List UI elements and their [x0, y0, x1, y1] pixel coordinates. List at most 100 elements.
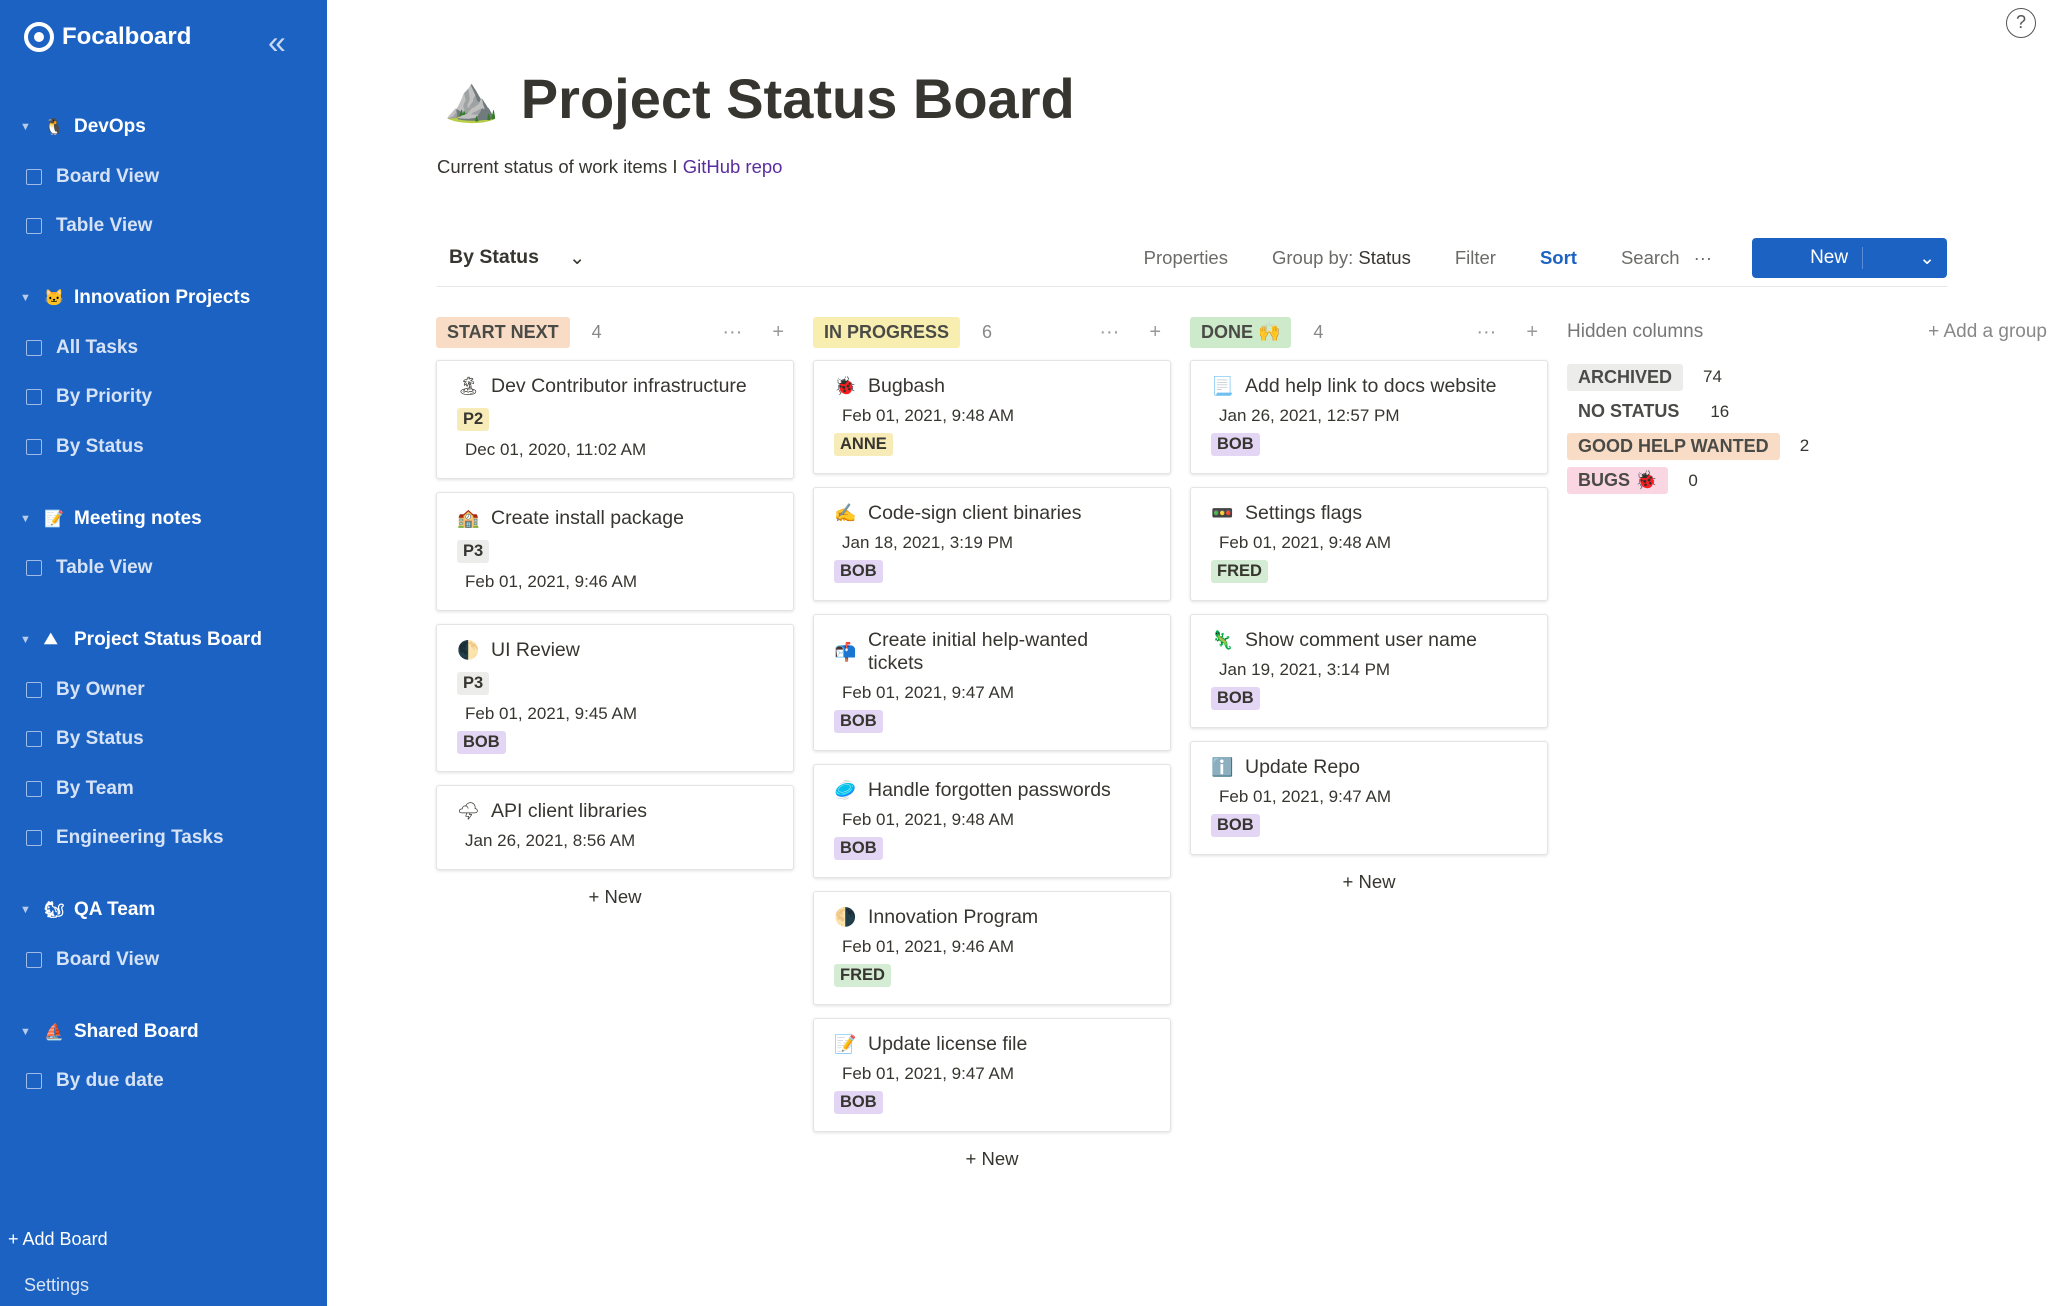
column-label[interactable]: DONE 🙌: [1190, 316, 1292, 348]
card[interactable]: 📃 Add help link to docs website Jan 26, 20…: [1190, 360, 1548, 474]
card-emoji-icon: 📝: [834, 1034, 857, 1054]
card-title: Innovation Program: [868, 906, 1039, 928]
card[interactable]: 📝 Update license file Feb 01, 2021, 9:47 A…: [813, 1018, 1171, 1132]
more-options-icon[interactable]: ···: [1693, 247, 1713, 268]
sidebar-group[interactable]: ▼ 🐿 QA Team: [0, 885, 327, 935]
view-selector[interactable]: By Status ⌄: [449, 246, 585, 270]
add-new-card-button[interactable]: + New: [965, 1148, 1019, 1169]
sidebar-group[interactable]: ▼ 🐧 DevOps: [0, 102, 327, 152]
add-card-icon[interactable]: +: [1526, 320, 1538, 343]
card[interactable]: 🥏 Handle forgotten passwords Feb 01, 2021,…: [813, 764, 1171, 878]
hidden-group-label: NO STATUS: [1567, 398, 1691, 426]
card[interactable]: 🦎 Show comment user name Jan 19, 2021, 3:1…: [1190, 614, 1548, 728]
settings-button[interactable]: Settings: [24, 1275, 90, 1295]
expand-triangle-icon[interactable]: ▼: [20, 512, 31, 525]
more-options-icon[interactable]: ···: [722, 320, 743, 343]
card-emoji-icon: 📃: [1211, 376, 1234, 396]
card[interactable]: 🐞 Bugbash Feb 01, 2021, 9:48 AM ANNE: [813, 360, 1171, 474]
column-actions: ··· +: [1476, 321, 1548, 344]
sidebar-group[interactable]: ▼ 🐱 Innovation Projects: [0, 273, 327, 323]
sort-button[interactable]: Sort: [1539, 247, 1577, 268]
search-button[interactable]: Search: [1620, 247, 1680, 268]
hidden-group-count: 2: [1799, 436, 1810, 456]
sidebar-item[interactable]: Table View: [0, 544, 327, 594]
new-label[interactable]: New: [1796, 247, 1864, 269]
owner-row: BOB: [834, 1089, 1148, 1118]
sidebar-group[interactable]: ▼ ⛵ Shared Board: [0, 1007, 327, 1057]
sidebar-item[interactable]: By Owner: [0, 665, 327, 715]
sidebar-group[interactable]: ▼ ⛰ Project Status Board: [0, 615, 327, 665]
card[interactable]: 🏫 Create install package P3 Feb 01, 2021, 9…: [436, 492, 794, 611]
board-emoji-icon: ⛰: [44, 631, 58, 648]
filter-button[interactable]: Filter: [1454, 247, 1496, 268]
expand-triangle-icon[interactable]: ▼: [20, 1025, 31, 1038]
owner-row: FRED: [834, 962, 1148, 991]
add-new-card-button[interactable]: + New: [588, 886, 642, 907]
sidebar-item[interactable]: By Priority: [0, 373, 327, 423]
sidebar-group-label: QA Team: [74, 899, 156, 920]
owner-row: BOB: [834, 558, 1148, 587]
table-view-icon: [26, 218, 42, 235]
card[interactable]: 🌗 Innovation Program Feb 01, 2021, 9:46 AM…: [813, 891, 1171, 1005]
add-group-button[interactable]: + Add a group: [1928, 321, 2047, 342]
card[interactable]: ✍ Code-sign client binaries Jan 18, 2021, …: [813, 487, 1171, 601]
collapse-sidebar-icon[interactable]: «: [268, 24, 286, 60]
sidebar-item[interactable]: Table View: [0, 202, 327, 252]
card[interactable]: 🌩 API client libraries Jan 26, 2021, 8:56 …: [436, 785, 794, 870]
add-card-icon[interactable]: +: [1149, 320, 1161, 343]
sidebar-item[interactable]: Board View: [0, 935, 327, 985]
sidebar-item[interactable]: By Status: [0, 422, 327, 472]
expand-triangle-icon[interactable]: ▼: [20, 634, 31, 646]
column-header: DONE 🙌 4 ··· +: [1190, 314, 1548, 350]
card-title: API client libraries: [491, 800, 648, 822]
add-new-card-button[interactable]: + New: [1342, 871, 1396, 892]
table-view-icon: [26, 830, 42, 847]
group-by-button[interactable]: Group by: Status: [1272, 247, 1411, 269]
card[interactable]: ℹ️ Update Repo Feb 01, 2021, 9:47 AM BOB: [1190, 741, 1548, 855]
sidebar-item[interactable]: By Status: [0, 715, 327, 765]
sidebar-item[interactable]: By Team: [0, 764, 327, 814]
card-title: Update license file: [868, 1033, 1028, 1055]
page-title[interactable]: Project Status Board: [520, 67, 1075, 130]
new-card-button[interactable]: New ⌄: [1752, 238, 1947, 278]
sidebar-item-label: By due date: [56, 1070, 164, 1092]
help-icon[interactable]: ?: [2006, 8, 2036, 38]
hidden-group[interactable]: ARCHIVED 74: [1567, 360, 2047, 395]
sidebar-item[interactable]: By due date: [0, 1057, 327, 1107]
more-options-icon[interactable]: ···: [1099, 320, 1120, 343]
sidebar-group-label: DevOps: [74, 116, 146, 137]
column-label[interactable]: IN PROGRESS: [813, 316, 961, 348]
add-card-icon[interactable]: +: [772, 320, 784, 343]
hidden-columns: Hidden columns + Add a group ARCHIVED 74 NO …: [1567, 314, 2047, 1170]
expand-triangle-icon[interactable]: ▼: [20, 904, 31, 916]
github-repo-link[interactable]: GitHub repo: [682, 156, 783, 177]
properties-button[interactable]: Properties: [1143, 247, 1228, 268]
mountain-icon[interactable]: ⛰️: [444, 74, 499, 124]
sidebar-item[interactable]: Board View: [0, 152, 327, 202]
card[interactable]: 📬 Create initial help-wanted tickets Feb 0…: [813, 614, 1171, 751]
sidebar-group[interactable]: ▼ 📝 Meeting notes: [0, 494, 327, 544]
expand-triangle-icon[interactable]: ▼: [20, 121, 31, 133]
hidden-group[interactable]: NO STATUS 16: [1567, 395, 2047, 430]
owner-badge: BOB: [1211, 433, 1260, 456]
hidden-group[interactable]: BUGS 🐞 0: [1567, 464, 2047, 499]
card[interactable]: 🚥 Settings flags Feb 01, 2021, 9:48 AM FRED: [1190, 487, 1548, 601]
card[interactable]: 🌓 UI Review P3 Feb 01, 2021, 9:45 AM BOB: [436, 624, 794, 772]
add-board-button[interactable]: + Add Board: [8, 1229, 108, 1249]
board-emoji-icon: 🐱: [44, 290, 64, 307]
column-header: IN PROGRESS 6 ··· +: [813, 314, 1171, 350]
owner-badge: FRED: [834, 964, 891, 987]
sidebar-item[interactable]: All Tasks: [0, 323, 327, 373]
new-dropdown-chevron-icon[interactable]: ⌄: [1919, 247, 1935, 269]
card-emoji-icon: ℹ️: [1211, 757, 1234, 777]
app-logo[interactable]: Focalboard: [24, 22, 191, 52]
hidden-group[interactable]: GOOD HELP WANTED 2: [1567, 429, 2047, 464]
sidebar-item[interactable]: Engineering Tasks: [0, 814, 327, 864]
expand-triangle-icon[interactable]: ▼: [20, 292, 31, 304]
card[interactable]: 🏝 Dev Contributor infrastructure P2 Dec 01,…: [436, 360, 794, 479]
column-count: 4: [591, 321, 602, 342]
main: ? ⛰️ Project Status Board Current status…: [327, 0, 2048, 1306]
column-label[interactable]: START NEXT: [436, 316, 570, 348]
owner-badge: BOB: [457, 731, 506, 754]
more-options-icon[interactable]: ···: [1476, 320, 1497, 343]
